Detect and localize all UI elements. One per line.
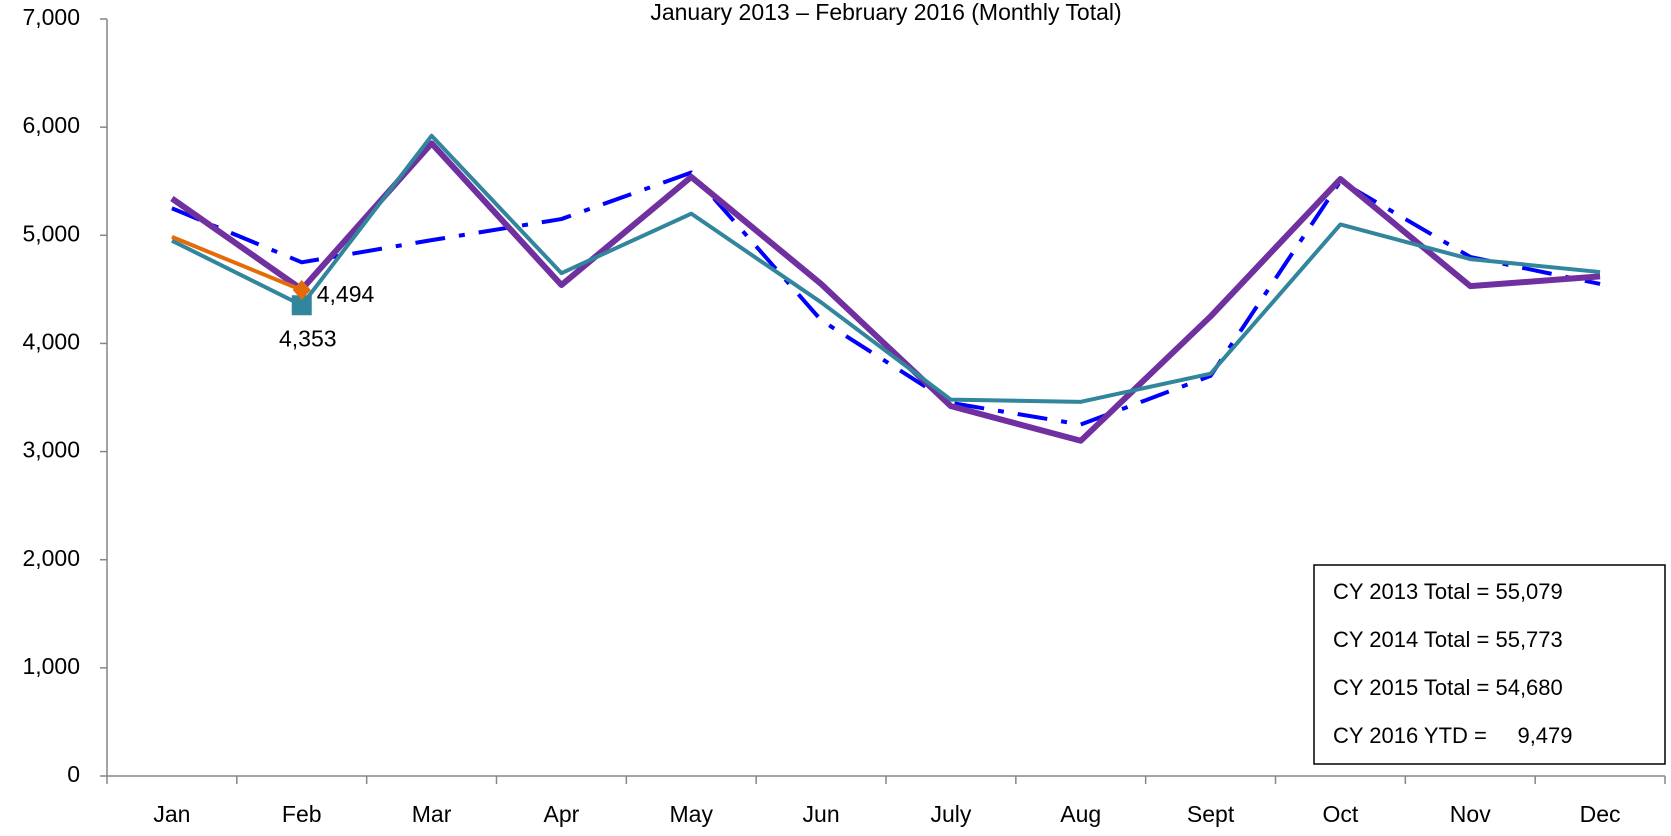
series-line [171, 170, 1601, 427]
annotation: CY 2016 YTD = 9,479 [1333, 723, 1573, 748]
x-tick-label: Feb [282, 801, 322, 827]
annotation: CY 2015 Total = 54,680 [1333, 675, 1563, 700]
x-tick-label: Nov [1450, 801, 1491, 827]
marker [291, 295, 312, 316]
data-label: 4,494 [317, 281, 375, 307]
annotation: CY 2014 Total = 55,773 [1333, 627, 1563, 652]
series-line [171, 235, 303, 292]
x-tick-label: Jun [803, 801, 840, 827]
marker [292, 280, 311, 301]
x-tick-label: Aug [1060, 801, 1101, 827]
y-tick-label: 7,000 [22, 4, 80, 30]
y-tick-label: 0 [67, 761, 80, 787]
y-tick-label: 6,000 [22, 112, 80, 138]
x-tick-label: May [670, 801, 714, 827]
series-line [170, 140, 1601, 444]
y-tick-label: 5,000 [22, 220, 80, 246]
x-tick-label: Mar [412, 801, 452, 827]
y-tick-label: 4,000 [22, 329, 80, 355]
x-tick-label: Jan [153, 801, 190, 827]
x-tick-label: Dec [1580, 801, 1621, 827]
x-tick-label: Oct [1323, 801, 1359, 827]
chart-title: January 2013 – February 2016 (Monthly To… [650, 0, 1121, 25]
annotation: CY 2013 Total = 55,079 [1333, 579, 1563, 604]
y-tick-label: 2,000 [22, 545, 80, 571]
annotation-box [1313, 564, 1666, 765]
series-line [171, 133, 1601, 404]
data-label: 4,353 [279, 325, 337, 351]
y-tick-label: 1,000 [22, 653, 80, 679]
x-tick-label: July [930, 801, 971, 827]
x-tick-label: Sept [1187, 801, 1235, 827]
x-tick-label: Apr [544, 801, 580, 827]
y-tick-label: 3,000 [22, 437, 80, 463]
